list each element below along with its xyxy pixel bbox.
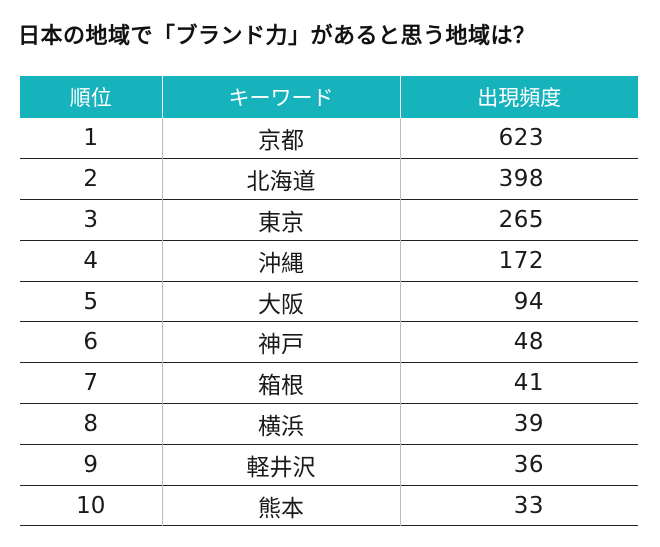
- header-rank: 順位: [69, 86, 112, 110]
- rank-cell: 7: [83, 370, 99, 397]
- table-row: 6 神戸 48: [20, 321, 638, 363]
- table-row: 5 大阪 94: [20, 281, 638, 322]
- table-row: 9 軽井沢 36: [20, 444, 638, 486]
- frequency-cell: 39: [399, 403, 638, 445]
- keyword-cell: 横浜: [161, 403, 400, 445]
- table-row: 2 北海道 398: [20, 158, 638, 200]
- keyword-cell: 沖縄: [161, 240, 400, 282]
- header-frequency: 出現頻度: [399, 76, 638, 118]
- keyword-cell: 大阪: [161, 281, 400, 322]
- rank-cell: 4: [83, 247, 99, 274]
- frequency-cell: 172: [399, 240, 638, 282]
- table-row: 10 熊本 33: [20, 485, 638, 526]
- frequency-cell: 623: [399, 118, 638, 159]
- frequency-cell: 41: [399, 362, 638, 404]
- table-row: 3 東京 265: [20, 199, 638, 241]
- rank-cell: 8: [83, 410, 99, 437]
- frequency-cell: 265: [399, 199, 638, 241]
- keyword-cell: 熊本: [161, 485, 400, 526]
- frequency-cell: 94: [399, 281, 638, 322]
- table-row: 8 横浜 39: [20, 403, 638, 445]
- rank-cell: 1: [83, 125, 99, 152]
- frequency-cell: 48: [399, 321, 638, 363]
- rank-cell: 2: [83, 166, 99, 193]
- table-row: 7 箱根 41: [20, 362, 638, 404]
- frequency-cell: 398: [399, 158, 638, 200]
- header-keyword: キーワード: [161, 76, 400, 118]
- table-header: 順位 キーワード 出現頻度: [20, 76, 638, 118]
- ranking-table: 順位 キーワード 出現頻度 1 京都 623 2 北海道 398 3 東京 26…: [20, 76, 638, 526]
- table-row: 1 京都 623: [20, 118, 638, 159]
- keyword-cell: 京都: [161, 118, 400, 159]
- keyword-cell: 東京: [161, 199, 400, 241]
- keyword-cell: 北海道: [161, 158, 400, 200]
- table-row: 4 沖縄 172: [20, 240, 638, 282]
- rank-cell: 10: [76, 492, 106, 519]
- rank-cell: 6: [83, 329, 99, 356]
- rank-cell: 3: [83, 206, 99, 233]
- rank-cell: 5: [83, 288, 99, 315]
- keyword-cell: 神戸: [161, 321, 400, 363]
- keyword-cell: 箱根: [161, 362, 400, 404]
- table-header-row: 順位 キーワード 出現頻度: [20, 76, 638, 118]
- frequency-cell: 33: [399, 485, 638, 526]
- page-title: 日本の地域で「ブランド力」があると思う地域は？: [18, 24, 536, 49]
- table-body: 1 京都 623 2 北海道 398 3 東京 265 4 沖縄 172 5 大: [20, 118, 638, 526]
- frequency-cell: 36: [399, 444, 638, 486]
- keyword-cell: 軽井沢: [161, 444, 400, 486]
- rank-cell: 9: [83, 451, 99, 478]
